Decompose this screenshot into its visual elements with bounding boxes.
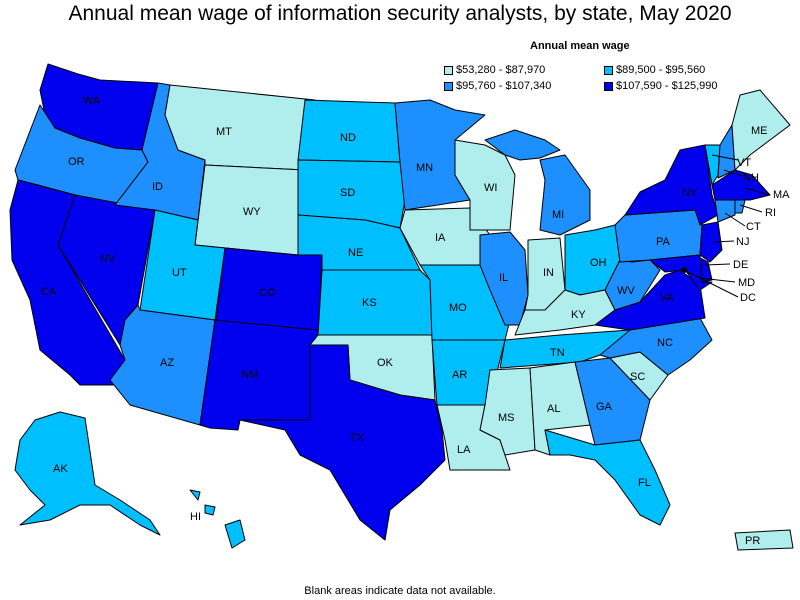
- legend-label-2: $89,500 - $95,560: [616, 64, 706, 76]
- label-FL: FL: [638, 477, 651, 489]
- label-TX: TX: [350, 432, 365, 444]
- label-MO: MO: [449, 302, 467, 314]
- label-ME: ME: [751, 125, 768, 137]
- label-MT: MT: [216, 126, 232, 138]
- label-DE: DE: [733, 259, 748, 271]
- label-NH: NH: [743, 172, 759, 184]
- legend-title: Annual mean wage: [530, 40, 630, 52]
- label-MA: MA: [773, 189, 790, 201]
- label-KS: KS: [362, 297, 377, 309]
- label-VT: VT: [737, 157, 751, 169]
- state-CT[interactable]: [714, 199, 736, 223]
- label-ND: ND: [340, 132, 356, 144]
- label-UT: UT: [172, 267, 187, 279]
- state-HI-small-1[interactable]: [204, 504, 216, 516]
- state-WI[interactable]: [454, 139, 516, 231]
- label-CT: CT: [746, 221, 761, 233]
- label-AK: AK: [53, 463, 68, 475]
- label-AL: AL: [547, 403, 560, 415]
- label-RI: RI: [765, 207, 776, 219]
- state-MD[interactable]: [649, 254, 713, 291]
- legend-item-4: $107,590 - $125,990: [604, 80, 718, 92]
- footnote: Blank areas indicate data not available.: [304, 585, 496, 597]
- state-MI[interactable]: [539, 154, 591, 236]
- label-MD: MD: [738, 277, 755, 289]
- label-SD: SD: [340, 187, 355, 199]
- label-PA: PA: [656, 236, 671, 248]
- legend-item-3: $95,760 - $107,340: [444, 80, 551, 92]
- label-NC: NC: [657, 337, 673, 349]
- label-VA: VA: [660, 292, 675, 304]
- state-MI-upper[interactable]: [484, 129, 561, 161]
- label-WI: WI: [484, 182, 497, 194]
- label-DC: DC: [740, 292, 756, 304]
- state-PR[interactable]: [734, 529, 794, 551]
- label-IA: IA: [435, 232, 446, 244]
- legend-item-2: $89,500 - $95,560: [604, 64, 705, 76]
- label-NM: NM: [241, 369, 258, 381]
- label-OH: OH: [590, 257, 607, 269]
- label-LA: LA: [457, 444, 471, 456]
- label-AR: AR: [452, 369, 467, 381]
- legend-label-3: $95,760 - $107,340: [456, 80, 552, 92]
- label-GA: GA: [596, 401, 613, 413]
- state-NM[interactable]: [199, 319, 319, 431]
- label-HI: HI: [190, 511, 201, 523]
- state-AK[interactable]: [14, 411, 161, 536]
- state-NJ[interactable]: [699, 221, 723, 263]
- state-TX[interactable]: [239, 344, 446, 541]
- label-SC: SC: [630, 371, 645, 383]
- leader-lines: [683, 154, 771, 298]
- label-TN: TN: [550, 347, 565, 359]
- label-KY: KY: [571, 309, 586, 321]
- label-MS: MS: [498, 412, 515, 424]
- label-PR: PR: [745, 535, 760, 547]
- label-IL: IL: [499, 272, 508, 284]
- label-AZ: AZ: [160, 357, 174, 369]
- legend-label-1: $53,280 - $87,970: [456, 64, 546, 76]
- label-WA: WA: [83, 95, 101, 107]
- label-WY: WY: [243, 206, 261, 218]
- state-HI[interactable]: [224, 519, 246, 549]
- label-NE: NE: [348, 247, 363, 259]
- state-FL[interactable]: [544, 429, 671, 526]
- state-HI-small-2[interactable]: [189, 489, 201, 501]
- legend-label-4: $107,590 - $125,990: [616, 80, 718, 92]
- label-MN: MN: [416, 162, 433, 174]
- label-ID: ID: [152, 181, 163, 193]
- label-OK: OK: [377, 357, 394, 369]
- label-CA: CA: [41, 286, 57, 298]
- legend-swatch-4: [604, 81, 613, 91]
- label-OR: OR: [68, 156, 85, 168]
- legend-item-1: $53,280 - $87,970: [444, 64, 545, 76]
- legend-swatch-2: [604, 65, 613, 75]
- label-NJ: NJ: [736, 236, 749, 248]
- state-ND[interactable]: [297, 99, 401, 163]
- map-title: Annual mean wage of information security…: [68, 2, 732, 25]
- legend-swatch-3: [444, 81, 453, 91]
- label-WV: WV: [617, 285, 635, 297]
- label-MI: MI: [552, 209, 564, 221]
- label-NV: NV: [100, 253, 116, 265]
- state-RI[interactable]: [734, 199, 746, 214]
- legend-swatch-1: [444, 65, 453, 75]
- label-CO: CO: [259, 287, 276, 299]
- label-NY: NY: [682, 187, 698, 199]
- label-IN: IN: [543, 267, 554, 279]
- state-NY[interactable]: [624, 144, 719, 226]
